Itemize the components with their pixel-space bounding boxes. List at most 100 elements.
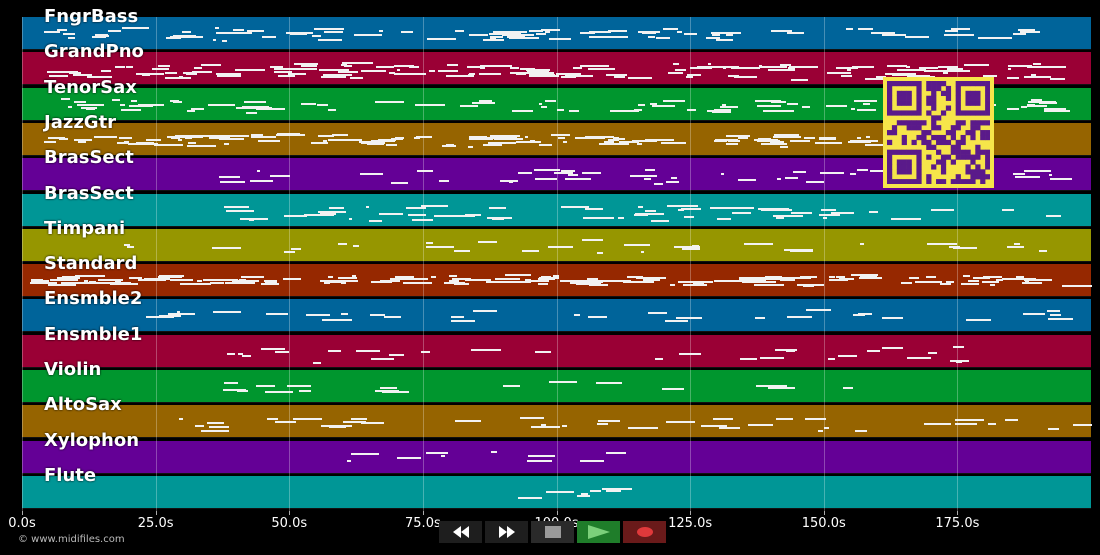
qr-code-icon[interactable] bbox=[883, 77, 994, 188]
note bbox=[676, 317, 703, 320]
note bbox=[754, 138, 778, 141]
stop-button[interactable] bbox=[531, 521, 574, 543]
note bbox=[407, 213, 426, 216]
note bbox=[721, 139, 725, 142]
track-lane[interactable] bbox=[22, 299, 1091, 333]
note bbox=[1026, 105, 1048, 108]
note bbox=[787, 31, 804, 34]
tick-label: 75.0s bbox=[405, 516, 441, 531]
note bbox=[181, 31, 191, 34]
note bbox=[284, 214, 308, 217]
note bbox=[786, 102, 799, 105]
note bbox=[548, 246, 574, 249]
note bbox=[637, 142, 643, 145]
note bbox=[152, 68, 170, 71]
note bbox=[560, 206, 590, 209]
note bbox=[129, 276, 143, 279]
note bbox=[328, 207, 345, 209]
note bbox=[348, 218, 352, 221]
track-lane[interactable] bbox=[22, 334, 1091, 368]
note bbox=[779, 64, 792, 67]
note bbox=[619, 137, 625, 140]
grid-line bbox=[22, 17, 23, 511]
note bbox=[383, 315, 401, 318]
track-label: TenorSax bbox=[44, 76, 137, 98]
track-lane[interactable] bbox=[22, 17, 1091, 50]
note bbox=[500, 180, 518, 183]
note bbox=[314, 28, 344, 31]
track-lane[interactable] bbox=[22, 370, 1091, 403]
note bbox=[952, 346, 964, 349]
note bbox=[665, 180, 679, 183]
track-lane[interactable] bbox=[22, 405, 1092, 439]
note bbox=[552, 275, 559, 278]
note bbox=[588, 67, 615, 70]
note bbox=[534, 141, 542, 144]
note bbox=[739, 277, 762, 280]
note bbox=[789, 249, 813, 252]
note bbox=[597, 252, 604, 255]
note bbox=[803, 137, 815, 140]
note bbox=[805, 181, 824, 184]
note bbox=[123, 141, 129, 143]
note bbox=[882, 347, 903, 350]
note bbox=[721, 173, 725, 176]
note bbox=[527, 70, 549, 73]
note bbox=[177, 138, 182, 141]
note bbox=[524, 136, 529, 139]
note bbox=[946, 67, 963, 70]
note bbox=[561, 491, 574, 494]
note bbox=[201, 63, 221, 66]
note bbox=[924, 422, 952, 425]
note bbox=[260, 283, 280, 286]
track-lane[interactable] bbox=[22, 193, 1091, 227]
track-lane[interactable] bbox=[22, 228, 1091, 262]
note bbox=[516, 140, 541, 143]
note bbox=[209, 425, 229, 428]
note bbox=[255, 385, 275, 388]
tick-mark bbox=[690, 511, 692, 515]
note bbox=[701, 424, 728, 427]
note bbox=[545, 491, 570, 494]
track-lane[interactable] bbox=[22, 264, 1093, 298]
piano-roll[interactable] bbox=[22, 17, 1093, 511]
note bbox=[837, 355, 857, 358]
note bbox=[677, 208, 685, 211]
note bbox=[293, 418, 322, 421]
note bbox=[375, 390, 399, 393]
note bbox=[538, 143, 552, 146]
note bbox=[119, 136, 132, 139]
play-button[interactable] bbox=[577, 521, 620, 543]
note bbox=[771, 30, 793, 33]
note bbox=[951, 27, 971, 30]
note bbox=[835, 275, 846, 278]
track-lane[interactable] bbox=[22, 475, 1091, 509]
note bbox=[955, 419, 984, 422]
note bbox=[242, 107, 273, 110]
rewind-button[interactable] bbox=[439, 521, 482, 543]
note bbox=[317, 38, 343, 41]
note bbox=[135, 73, 160, 76]
note bbox=[322, 139, 328, 142]
note bbox=[601, 280, 632, 283]
note bbox=[468, 136, 487, 139]
note bbox=[780, 145, 789, 148]
note bbox=[108, 30, 122, 33]
note bbox=[1062, 285, 1093, 288]
note bbox=[588, 30, 600, 33]
note bbox=[992, 103, 996, 106]
record-button[interactable] bbox=[623, 521, 666, 543]
note bbox=[581, 492, 589, 495]
tick-mark bbox=[957, 511, 959, 515]
note bbox=[876, 75, 887, 78]
note bbox=[396, 68, 401, 71]
note bbox=[696, 65, 727, 68]
note bbox=[136, 141, 155, 144]
track-lane[interactable] bbox=[22, 440, 1091, 474]
note bbox=[270, 65, 283, 68]
note bbox=[604, 141, 614, 144]
note bbox=[246, 112, 257, 115]
note bbox=[55, 71, 68, 74]
note bbox=[606, 73, 624, 76]
fast-forward-button[interactable] bbox=[485, 521, 528, 543]
